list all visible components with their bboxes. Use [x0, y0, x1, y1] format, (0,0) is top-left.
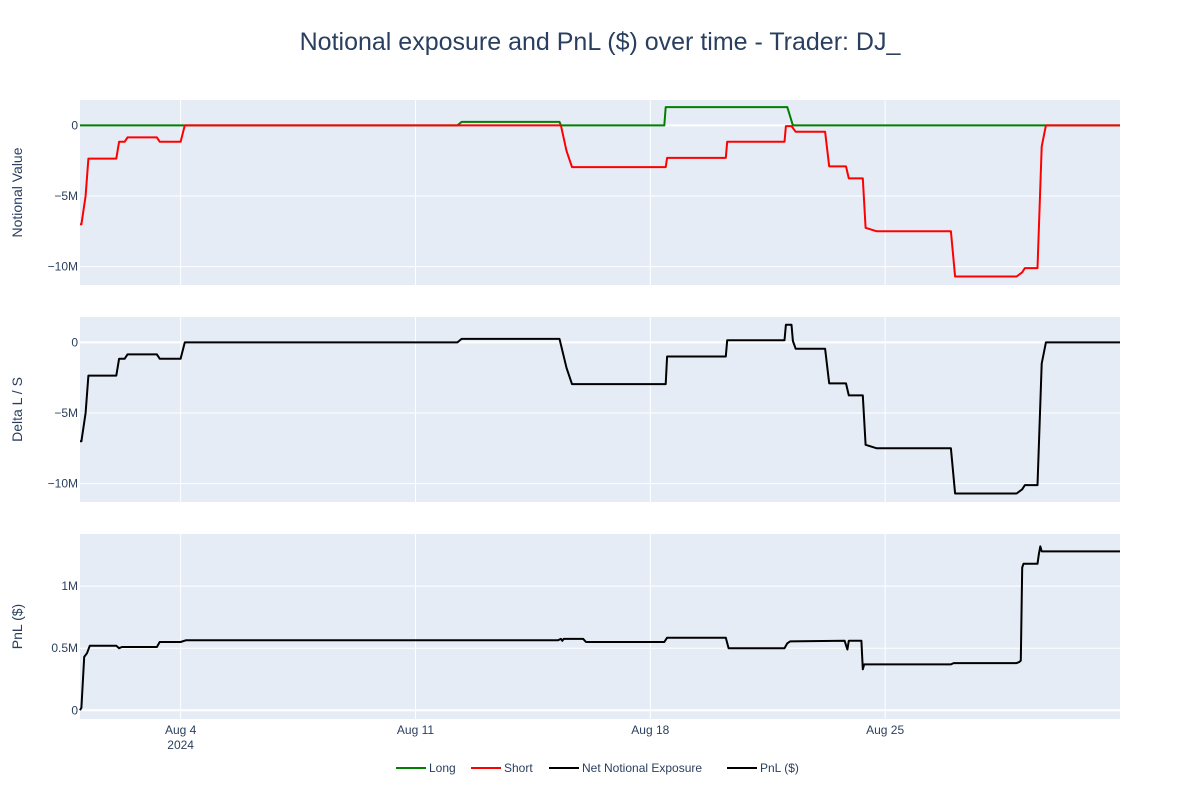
legend-label: Net Notional Exposure — [582, 761, 702, 775]
legend-label: PnL ($) — [760, 761, 799, 775]
y-tick-label: −5M — [54, 189, 78, 203]
series-line-long[interactable] — [80, 106, 1120, 127]
legend-item[interactable]: Long — [396, 761, 456, 775]
y-tick-label: 1M — [61, 579, 78, 593]
y-axis-label: Delta L / S — [9, 377, 25, 442]
chart-title: Notional exposure and PnL ($) over time … — [300, 28, 902, 56]
y-tick-label: 0.5M — [51, 641, 78, 655]
series-line-short[interactable] — [80, 124, 1120, 278]
x-tick-label: Aug 11 — [397, 723, 434, 737]
x-tick-label: Aug 4 — [165, 723, 197, 737]
legend-item[interactable]: Short — [471, 761, 533, 775]
series-line-net-notional-exposure[interactable] — [80, 323, 1120, 495]
panel-2: 0 −5M −10M Delta L / S — [9, 317, 1120, 502]
legend-label: Long — [429, 761, 456, 775]
x-tick-label: Aug 25 — [866, 723, 904, 737]
x-tick-label: Aug 18 — [631, 723, 669, 737]
y-tick-label: 0 — [71, 703, 78, 717]
series-line-pnl[interactable] — [79, 545, 1120, 711]
legend-label: Short — [504, 761, 533, 775]
panel-3: 0 0.5M 1M PnL ($) — [9, 534, 1120, 719]
legend[interactable]: Long Short Net Notional Exposure PnL ($) — [396, 761, 799, 775]
y-axis-label: Notional Value — [9, 147, 25, 237]
plot-area — [80, 534, 1120, 719]
chart-panels: 0 −5M −10M Notional Value 0 −5M −10M Delta L / … — [9, 100, 1120, 719]
plot-area — [80, 100, 1120, 285]
y-tick-label: 0 — [71, 335, 78, 349]
y-tick-label: 0 — [71, 118, 78, 132]
plot-area — [80, 317, 1120, 502]
y-tick-label: −5M — [54, 406, 78, 420]
x-tick-sublabel: 2024 — [167, 738, 194, 752]
legend-item[interactable]: Net Notional Exposure — [549, 761, 702, 775]
y-axis-label: PnL ($) — [9, 604, 25, 649]
y-tick-label: −10M — [48, 260, 78, 274]
legend-item[interactable]: PnL ($) — [727, 761, 799, 775]
y-tick-label: −10M — [48, 477, 78, 491]
panel-1: 0 −5M −10M Notional Value — [9, 100, 1120, 285]
